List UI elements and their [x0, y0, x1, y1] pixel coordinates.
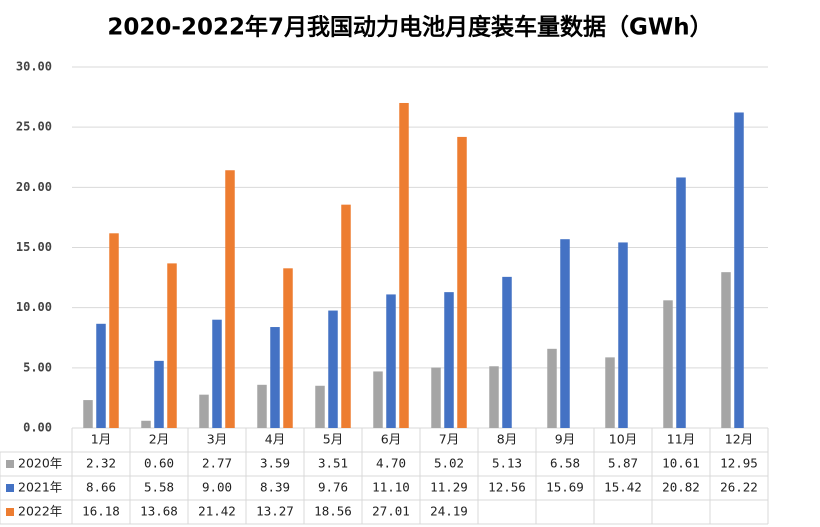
bar — [457, 136, 467, 428]
x-tick-label: 10月 — [609, 432, 637, 447]
bar — [373, 371, 383, 428]
x-tick-label: 8月 — [497, 432, 517, 447]
bar — [618, 242, 628, 428]
table-cell: 5.02 — [434, 456, 464, 471]
bar — [676, 177, 686, 428]
bar — [270, 327, 280, 428]
table-cell: 11.29 — [430, 480, 468, 495]
x-tick-label: 5月 — [323, 432, 343, 447]
y-tick-label: 25.00 — [16, 120, 52, 134]
x-tick-label: 12月 — [725, 432, 753, 447]
bar — [83, 400, 93, 428]
y-tick-label: 0.00 — [23, 421, 52, 435]
x-tick-label: 2月 — [149, 432, 169, 447]
bar — [721, 272, 731, 428]
table-cell: 6.58 — [550, 456, 580, 471]
bar — [663, 300, 673, 428]
bar — [386, 294, 396, 428]
table-cell: 3.59 — [260, 456, 290, 471]
table-cell: 2.77 — [202, 456, 232, 471]
bar — [315, 385, 325, 428]
x-tick-label: 7月 — [439, 432, 459, 447]
bar — [96, 323, 106, 428]
table-cell: 3.51 — [318, 456, 348, 471]
table-cell: 11.10 — [372, 480, 410, 495]
bar — [444, 292, 454, 428]
x-tick-label: 3月 — [207, 432, 227, 447]
legend-label: 2022年 — [18, 504, 62, 519]
table-cell: 0.60 — [144, 456, 174, 471]
table-cell: 13.27 — [256, 504, 294, 519]
table-cell: 4.70 — [376, 456, 406, 471]
bar — [431, 367, 441, 428]
bar — [489, 366, 499, 428]
table-cell: 5.58 — [144, 480, 174, 495]
x-tick-label: 4月 — [265, 432, 285, 447]
table-cell: 2.32 — [86, 456, 116, 471]
table-cell: 12.56 — [488, 480, 526, 495]
table-cell: 26.22 — [720, 480, 758, 495]
bar — [109, 233, 119, 428]
table-cell: 8.66 — [86, 480, 116, 495]
table-cell: 9.00 — [202, 480, 232, 495]
table-cell: 5.87 — [608, 456, 638, 471]
chart-title: 2020-2022年7月我国动力电池月度装车量数据（GWh） — [107, 14, 712, 41]
bar — [502, 276, 512, 428]
table-cell: 15.69 — [546, 480, 584, 495]
bar — [225, 170, 235, 428]
table-cell: 27.01 — [372, 504, 410, 519]
bar — [341, 204, 351, 428]
bar — [734, 112, 744, 429]
y-tick-label: 15.00 — [16, 240, 52, 254]
x-tick-label: 6月 — [381, 432, 401, 447]
table-cell: 24.19 — [430, 504, 468, 519]
bar — [212, 319, 222, 428]
legend-label: 2020年 — [18, 456, 62, 471]
y-tick-label: 20.00 — [16, 180, 52, 194]
bar — [605, 357, 615, 428]
bar — [167, 263, 177, 428]
x-tick-label: 1月 — [91, 432, 111, 447]
bar — [328, 310, 338, 428]
legend-swatch — [6, 484, 14, 492]
table-cell: 8.39 — [260, 480, 290, 495]
x-tick-label: 9月 — [555, 432, 575, 447]
table-cell: 18.56 — [314, 504, 352, 519]
x-tick-label: 11月 — [667, 432, 695, 447]
legend-swatch — [6, 460, 14, 468]
y-tick-label: 5.00 — [23, 360, 52, 374]
bar — [141, 420, 151, 428]
legend-label: 2021年 — [18, 480, 62, 495]
bar — [154, 360, 164, 428]
legend-swatch — [6, 508, 14, 516]
table-cell: 10.61 — [662, 456, 700, 471]
table-cell: 9.76 — [318, 480, 348, 495]
bar — [547, 348, 557, 428]
table-cell: 12.95 — [720, 456, 758, 471]
table-cell: 21.42 — [198, 504, 236, 519]
table-cell: 15.42 — [604, 480, 642, 495]
table-cell: 16.18 — [82, 504, 120, 519]
bar — [399, 102, 409, 428]
bar — [283, 268, 293, 428]
y-tick-label: 10.00 — [16, 300, 52, 314]
table-cell: 20.82 — [662, 480, 700, 495]
bar — [560, 239, 570, 428]
table-cell: 5.13 — [492, 456, 522, 471]
bar — [199, 394, 209, 428]
table-cell: 13.68 — [140, 504, 178, 519]
y-tick-label: 30.00 — [16, 60, 52, 74]
bar — [257, 384, 267, 428]
